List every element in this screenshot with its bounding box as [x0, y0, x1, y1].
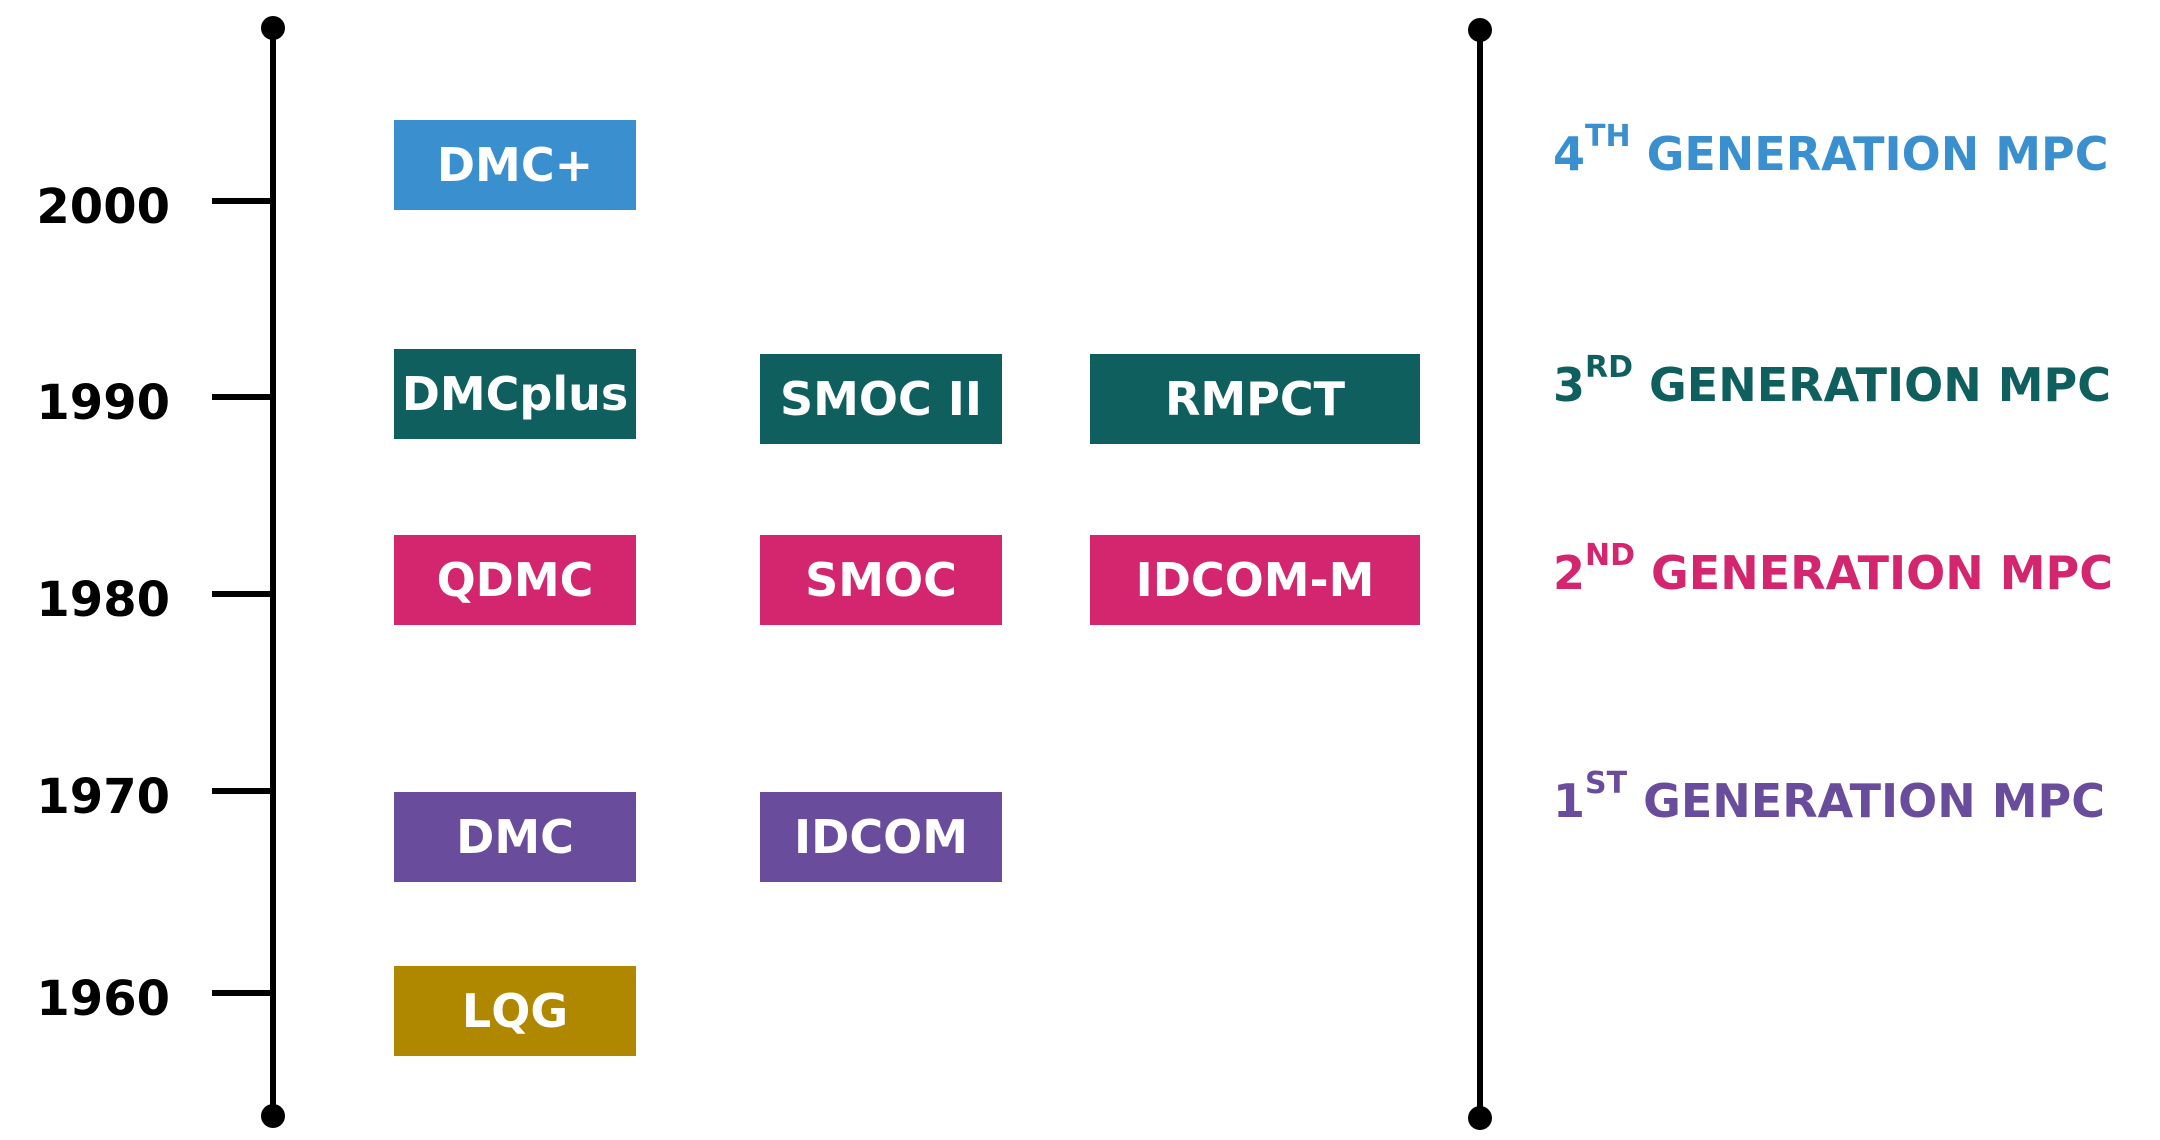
method-box-dmcplus: DMCplus	[394, 349, 636, 439]
method-box-dmc: DMC	[394, 792, 636, 882]
generation-ordinal-suffix: RD	[1585, 350, 1634, 385]
generation-number: 4	[1553, 127, 1586, 181]
generation-ordinal-suffix: ND	[1585, 538, 1636, 573]
generation-text: GENERATION MPC	[1630, 127, 2109, 181]
generation-text: GENERATION MPC	[1627, 774, 2106, 828]
tick-1990	[212, 394, 273, 400]
year-label-1960: 1960	[36, 971, 170, 1027]
method-box-qdmc: QDMC	[394, 535, 636, 625]
timeline-axis	[270, 28, 276, 1116]
method-label: DMC	[456, 810, 574, 864]
method-label: DMC+	[436, 138, 594, 192]
tick-1980	[212, 591, 273, 597]
generation-label-1st: 1ST GENERATION MPC	[1553, 769, 2106, 831]
generation-number: 1	[1553, 774, 1586, 828]
year-label-1970: 1970	[36, 769, 170, 825]
method-label: IDCOM-M	[1135, 553, 1375, 607]
year-label-2000: 2000	[36, 179, 170, 235]
method-label: DMCplus	[401, 367, 629, 421]
method-label: LQG	[461, 984, 569, 1038]
year-label-1980: 1980	[36, 572, 170, 628]
method-box-idcom: IDCOM	[760, 792, 1002, 882]
method-label: SMOC II	[779, 372, 982, 426]
method-box-rmpct: RMPCT	[1090, 354, 1420, 444]
method-label: SMOC	[805, 553, 957, 607]
generation-text: GENERATION MPC	[1633, 358, 2111, 412]
method-box-dmc-plus-sign: DMC+	[394, 120, 636, 210]
method-box-smoc: SMOC	[760, 535, 1002, 625]
generation-label-3rd: 3RD GENERATION MPC	[1553, 353, 2111, 415]
generation-number: 2	[1553, 546, 1586, 600]
year-label-1990: 1990	[36, 375, 170, 431]
method-label: RMPCT	[1164, 372, 1346, 426]
method-box-idcom-m: IDCOM-M	[1090, 535, 1420, 625]
tick-1960	[212, 990, 273, 996]
generation-label-2nd: 2ND GENERATION MPC	[1553, 541, 2113, 603]
method-box-smoc-ii: SMOC II	[760, 354, 1002, 444]
tick-2000	[212, 198, 273, 204]
generation-divider-top-dot	[1468, 18, 1492, 42]
generation-ordinal-suffix: TH	[1585, 119, 1631, 154]
generation-label-4th: 4TH GENERATION MPC	[1553, 122, 2109, 184]
timeline-axis-bottom-dot	[261, 1104, 285, 1128]
method-label: QDMC	[436, 553, 594, 607]
generation-divider	[1477, 30, 1483, 1118]
method-label: IDCOM	[794, 810, 968, 864]
method-box-lqg: LQG	[394, 966, 636, 1056]
timeline-axis-top-dot	[261, 16, 285, 40]
generation-divider-bottom-dot	[1468, 1106, 1492, 1130]
generation-text: GENERATION MPC	[1635, 546, 2113, 600]
tick-1970	[212, 788, 273, 794]
generation-number: 3	[1553, 358, 1586, 412]
generation-ordinal-suffix: ST	[1585, 766, 1628, 801]
